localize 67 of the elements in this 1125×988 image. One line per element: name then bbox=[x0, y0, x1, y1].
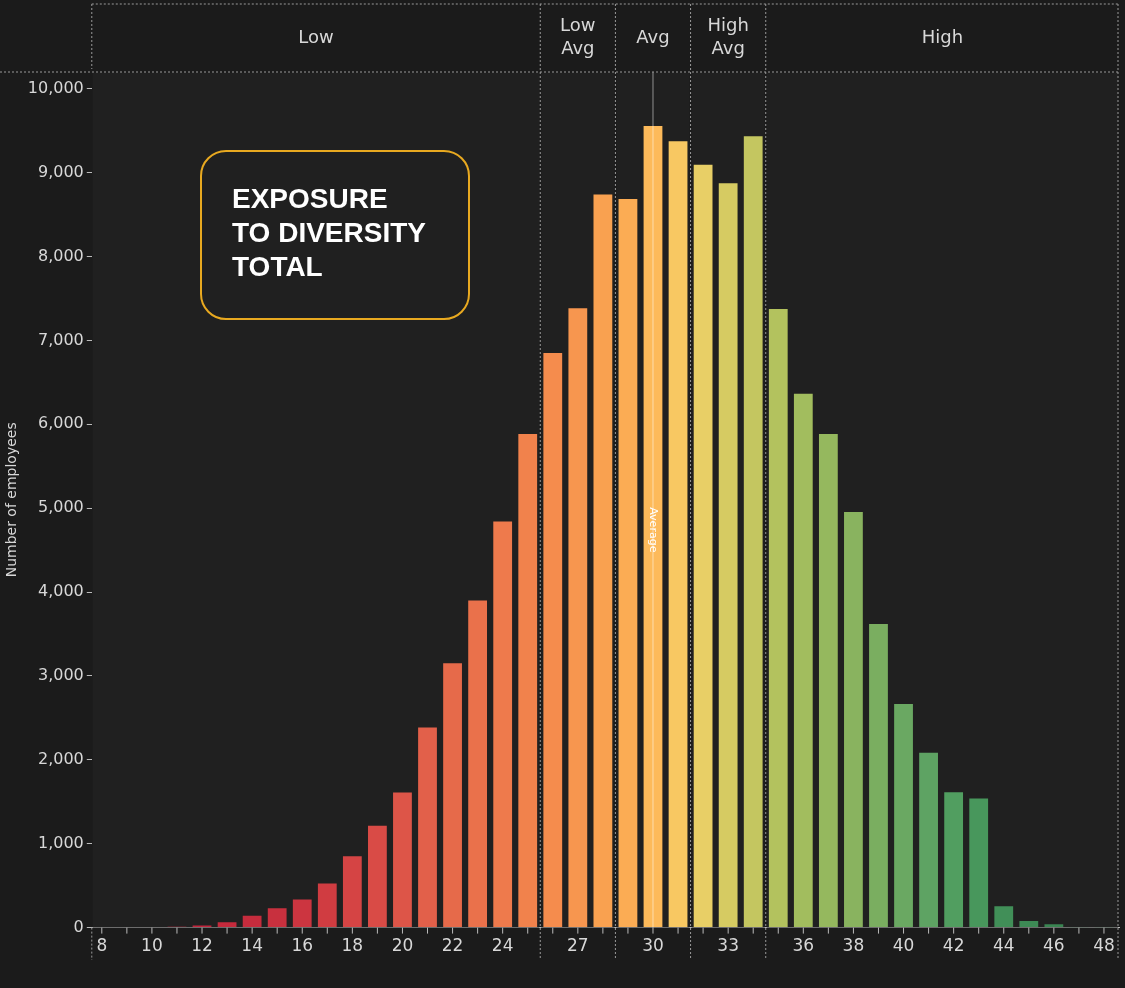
x-tick-label: 27 bbox=[567, 935, 589, 956]
bar bbox=[217, 922, 237, 928]
bar bbox=[768, 308, 788, 928]
bar bbox=[718, 183, 738, 928]
x-tick-label: 16 bbox=[291, 935, 314, 956]
y-tick-label: 3,000 bbox=[37, 665, 84, 685]
bar bbox=[969, 798, 989, 928]
bar bbox=[844, 511, 863, 928]
x-tick-label: 24 bbox=[491, 935, 514, 956]
bar bbox=[518, 433, 538, 928]
bar bbox=[668, 141, 688, 928]
y-tick-label: 6,000 bbox=[37, 413, 84, 433]
x-tick-label: 33 bbox=[717, 935, 739, 956]
x-tick-label: 14 bbox=[241, 935, 263, 956]
y-tick-label: 9,000 bbox=[37, 161, 84, 181]
bar bbox=[418, 727, 437, 928]
y-tick-label: 8,000 bbox=[37, 245, 84, 265]
bar bbox=[543, 353, 563, 928]
bar bbox=[693, 164, 713, 928]
bar bbox=[368, 825, 387, 928]
x-tick-label: 30 bbox=[642, 935, 664, 956]
bar bbox=[342, 856, 362, 928]
bar bbox=[292, 899, 312, 928]
y-tick-label: 7,000 bbox=[37, 329, 84, 349]
x-tick-label: 22 bbox=[441, 935, 464, 956]
x-tick-label: 8 bbox=[96, 935, 108, 956]
bar bbox=[793, 393, 813, 928]
y-tick-label: 5,000 bbox=[37, 497, 84, 517]
bar bbox=[994, 906, 1014, 928]
x-tick-label: 44 bbox=[992, 935, 1015, 956]
bar bbox=[919, 752, 938, 928]
x-tick-label: 48 bbox=[1093, 935, 1115, 956]
bar bbox=[869, 623, 888, 928]
bar bbox=[1019, 920, 1039, 928]
x-tick-label: 36 bbox=[792, 935, 815, 956]
bar bbox=[1044, 924, 1064, 928]
x-tick-label: 38 bbox=[842, 935, 865, 956]
bar bbox=[242, 915, 262, 928]
y-tick-label: 4,000 bbox=[37, 581, 84, 601]
x-tick-label: 42 bbox=[942, 935, 965, 956]
bar bbox=[443, 663, 462, 928]
x-tick-label: 20 bbox=[391, 935, 414, 956]
bar bbox=[643, 126, 663, 928]
x-tick-label: 18 bbox=[341, 935, 364, 956]
bar bbox=[743, 136, 763, 928]
text: EXPOSURE TO DIVERSITY TOTAL bbox=[200, 150, 470, 320]
y-tick-label: 1,000 bbox=[37, 832, 84, 852]
bar bbox=[267, 908, 287, 928]
bar bbox=[894, 704, 913, 928]
x-tick-label: 46 bbox=[1043, 935, 1065, 956]
bar bbox=[593, 194, 613, 928]
bar bbox=[618, 199, 638, 928]
bar bbox=[493, 521, 513, 928]
x-tick-label: 12 bbox=[191, 935, 213, 956]
bar bbox=[468, 600, 488, 928]
bar bbox=[568, 308, 588, 928]
bar bbox=[393, 792, 412, 928]
y-axis-title: Number of employees bbox=[3, 422, 20, 578]
y-tick-label: 0 bbox=[73, 916, 84, 936]
x-tick-label: 40 bbox=[892, 935, 915, 956]
bar bbox=[944, 792, 964, 928]
ref-line-label: Average bbox=[647, 507, 661, 553]
bar bbox=[317, 883, 337, 928]
bar bbox=[818, 433, 838, 928]
x-tick-label: 10 bbox=[141, 935, 163, 956]
y-tick-label: 10,000 bbox=[27, 77, 84, 97]
y-tick-label: 2,000 bbox=[37, 748, 84, 768]
